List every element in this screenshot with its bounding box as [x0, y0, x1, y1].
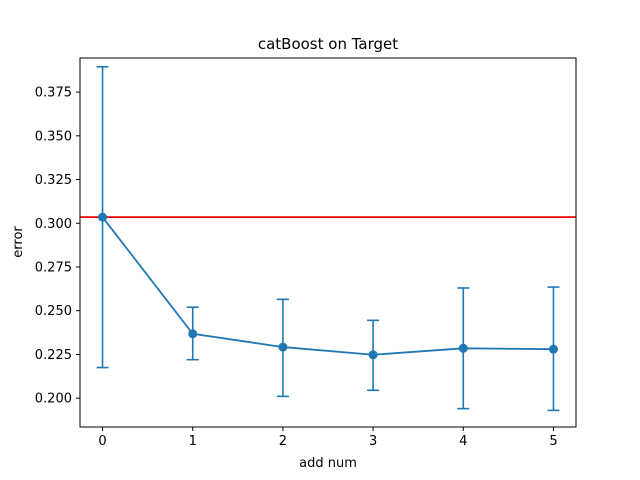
plot-area: 0 1 2 3 4 5 0.200 0.225 0.250 0.275 0.300 0.325 0.35… [35, 65, 576, 449]
data-point [548, 344, 558, 354]
x-axis-label: add num [299, 456, 357, 471]
y-tick-label: 0.350 [35, 129, 72, 144]
y-axis-label: error [11, 226, 26, 258]
x-tick-label: 5 [549, 434, 557, 449]
x-tick-label: 0 [98, 434, 106, 449]
x-tick-label: 3 [369, 434, 377, 449]
axes-frame [79, 57, 577, 428]
y-tick-label: 0.250 [35, 304, 72, 319]
data-point [458, 343, 468, 353]
chart-title: catBoost on Target [258, 35, 398, 53]
y-tick-label: 0.275 [35, 260, 72, 275]
y-tick-label: 0.375 [35, 86, 72, 101]
y-tick-label: 0.200 [35, 392, 72, 407]
data-point [278, 342, 288, 352]
x-tick-label: 2 [279, 434, 287, 449]
data-point [188, 329, 198, 339]
y-tick-label: 0.325 [35, 173, 72, 188]
y-tick-label: 0.225 [35, 348, 72, 363]
data-point [98, 212, 108, 222]
data-point [368, 350, 378, 360]
x-tick-label: 1 [189, 434, 197, 449]
y-tick-label: 0.300 [35, 217, 72, 232]
series-line [101, 216, 554, 356]
x-tick-label: 4 [459, 434, 467, 449]
